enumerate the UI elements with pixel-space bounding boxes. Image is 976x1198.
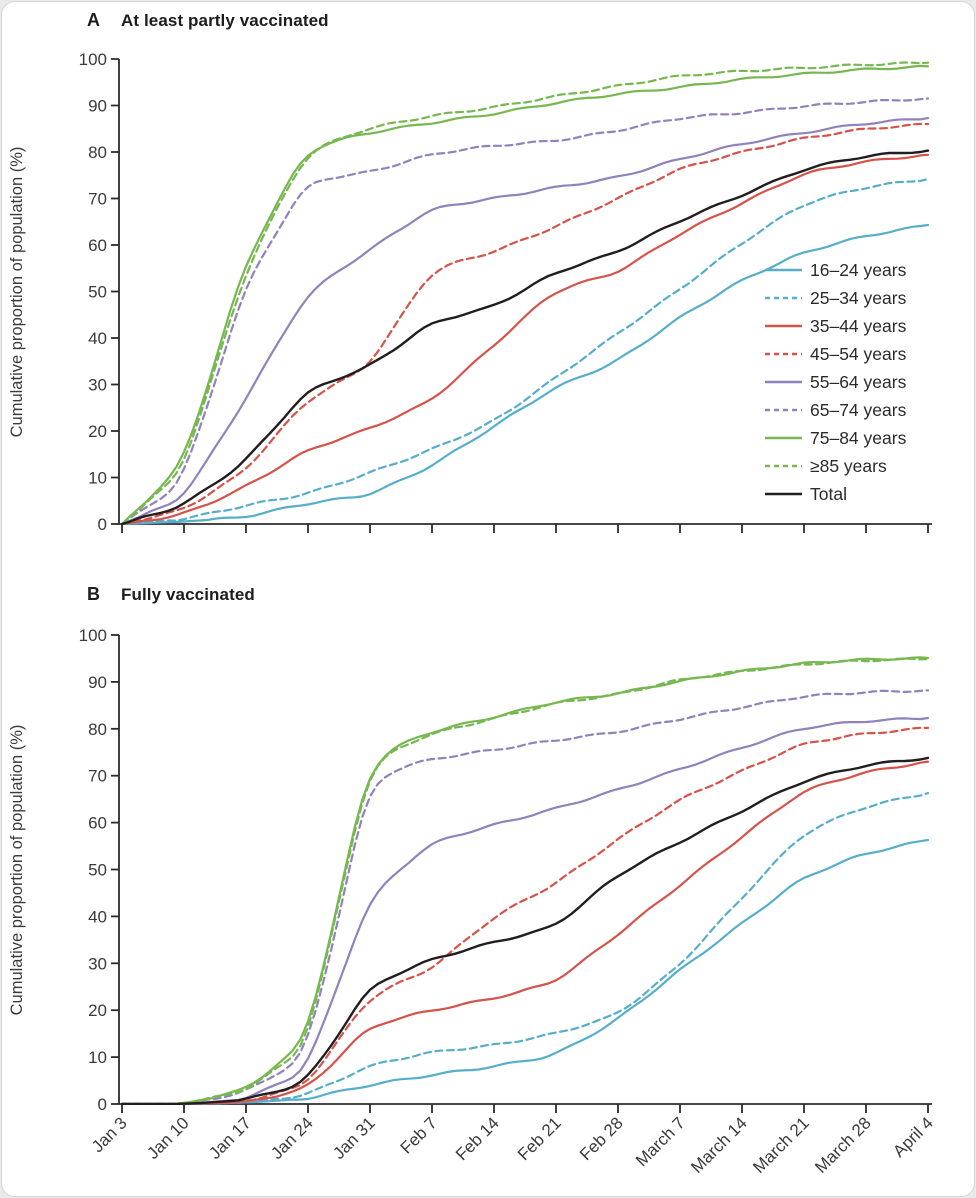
series-line-25-34-years [120,177,930,525]
series-line-total [120,756,930,1105]
legend-label: Total [810,484,847,504]
y-tick-label: 100 [79,50,107,69]
legend-label: 45–54 years [810,344,907,364]
x-tick-label: Feb 28 [576,1113,627,1164]
x-tick-label: April 4 [889,1113,937,1161]
x-tick-label: March 21 [749,1113,813,1177]
x-tick-label: Feb 7 [397,1113,441,1157]
y-tick-label: 100 [79,626,107,645]
legend-item: 75–84 years [765,428,907,448]
series-line--85-years [120,61,930,525]
y-tick-label: 30 [88,376,107,395]
panel-b-header: B Fully vaccinated [87,584,255,605]
y-tick-label: 0 [98,1095,107,1114]
series-line-45-54-years [120,122,930,525]
legend-item: 65–74 years [765,400,907,420]
legend-item: 25–34 years [765,288,907,308]
panel-b-title: Fully vaccinated [121,585,255,604]
series-line-55-64-years [120,716,930,1105]
series-line-16-24-years [120,838,930,1105]
legend-item: 45–54 years [765,344,907,364]
series-line-16-24-years [120,223,930,525]
series-line-75-84-years [120,656,930,1105]
y-tick-label: 50 [88,861,107,880]
series-line-45-54-years [120,726,930,1105]
y-tick-label: 0 [98,515,107,534]
y-tick-label: 50 [88,283,107,302]
legend-item: 55–64 years [765,372,907,392]
legend-label: ≥85 years [810,456,887,476]
y-tick-label: 60 [88,814,107,833]
y-tick-label: 10 [88,1048,107,1067]
y-tick-label: 10 [88,469,107,488]
series-line-65-74-years [120,97,930,525]
y-tick-label: 70 [88,190,107,209]
series-line-25-34-years [120,792,930,1105]
x-tick-label: March 28 [811,1113,875,1177]
legend-item: ≥85 years [765,456,887,476]
y-tick-label: 60 [88,236,107,255]
x-tick-label: Jan 3 [88,1113,131,1156]
x-tick-label: Jan 31 [329,1113,379,1163]
x-tick-label: Jan 10 [143,1113,193,1163]
x-tick-label: Jan 24 [267,1113,317,1163]
series-line-35-44-years [120,760,930,1105]
panel-a-letter: A [87,10,101,30]
y-tick-label: 90 [88,97,107,116]
y-tick-label: 40 [88,329,107,348]
y-tick-label: 80 [88,143,107,162]
x-tick-label: Feb 21 [514,1113,565,1164]
x-tick-label: Feb 14 [452,1113,503,1164]
legend-label: 16–24 years [810,260,907,280]
y-tick-label: 30 [88,954,107,973]
y-tick-label: 20 [88,422,107,441]
series-line--85-years [120,657,930,1105]
series-line-75-84-years [120,64,930,525]
x-tick-label: March 7 [632,1113,689,1170]
legend-label: 65–74 years [810,400,907,420]
y-tick-label: 40 [88,907,107,926]
series-line-65-74-years [120,689,930,1105]
x-tick-label: March 14 [687,1113,751,1177]
y-axis-label-panel-a: Cumulative proportion of population (%) [8,147,26,438]
legend: 16–24 years 25–34 years 35–44 years 45–54 y… [765,260,907,504]
panel-a-plot: 0 10 20 30 40 50 60 70 80 90 100 16–24 years 25–34 y… [79,50,932,534]
legend-item: 35–44 years [765,316,907,336]
y-tick-label: 80 [88,720,107,739]
legend-label: 35–44 years [810,316,907,336]
y-axis-label-panel-b: Cumulative proportion of population (%) [8,725,26,1016]
panel-a-title: At least partly vaccinated [121,11,329,30]
legend-item: 16–24 years [765,260,907,280]
y-tick-label: 20 [88,1001,107,1020]
panel-b-letter: B [87,584,101,604]
x-tick-label: Jan 17 [205,1113,255,1163]
y-tick-label: 90 [88,673,107,692]
panel-a-header: A At least partly vaccinated [87,10,329,31]
legend-label: 75–84 years [810,428,907,448]
legend-item: Total [765,484,847,504]
series-line-55-64-years [120,117,930,525]
series-line-35-44-years [120,153,930,525]
series-line-total [120,149,930,525]
legend-label: 25–34 years [810,288,907,308]
y-tick-label: 70 [88,767,107,786]
legend-label: 55–64 years [810,372,907,392]
